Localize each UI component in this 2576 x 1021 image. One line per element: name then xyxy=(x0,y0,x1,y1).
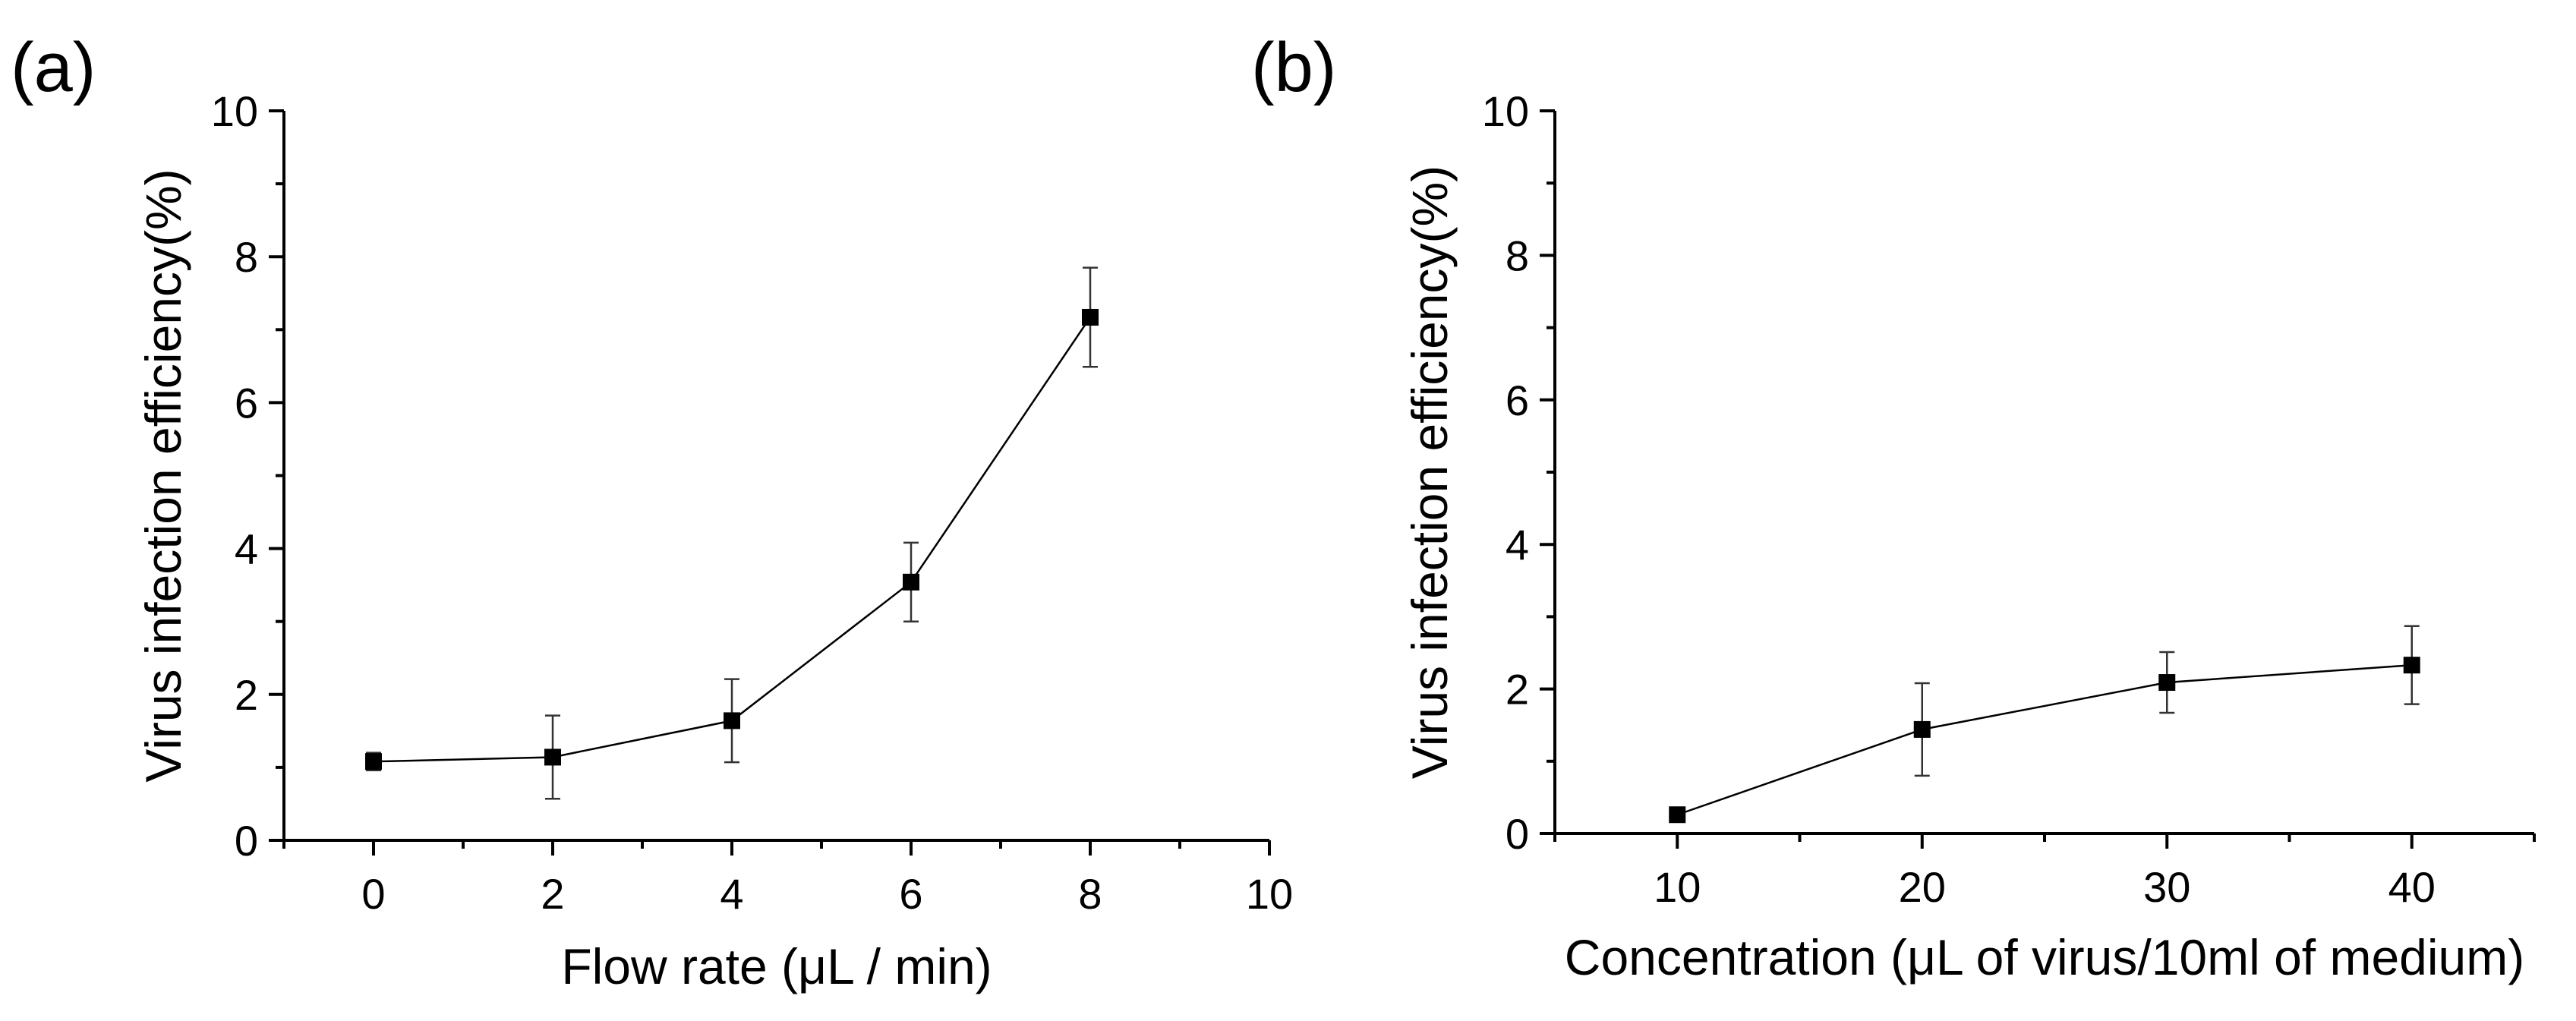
data-point-marker xyxy=(2403,657,2420,674)
data-point-marker xyxy=(1082,308,1099,326)
data-point-marker xyxy=(724,712,740,730)
data-point-marker xyxy=(2158,674,2176,692)
series-line xyxy=(1676,663,2412,816)
y-tick-label: 4 xyxy=(235,525,258,573)
y-tick-label: 4 xyxy=(1506,521,1529,569)
x-axis-title: Flow rate (μL / min) xyxy=(561,938,992,994)
panel-b-label: (b) xyxy=(1251,29,1336,106)
x-tick-label: 8 xyxy=(1078,870,1102,918)
x-tick-label: 30 xyxy=(2143,863,2190,911)
y-axis-title: Virus infection efficiency(%) xyxy=(1402,165,1458,779)
y-tick-label: 6 xyxy=(235,379,258,427)
data-point-marker xyxy=(1669,806,1686,824)
y-tick-label: 8 xyxy=(1506,232,1529,279)
x-tick-label: 2 xyxy=(541,870,564,918)
data-point-marker xyxy=(1913,720,1931,738)
x-tick-label: 6 xyxy=(899,870,922,918)
data-point-marker xyxy=(903,573,919,591)
panel-b: (b) 0 2 4 6 8 10 10 20 30 40 Concentration (μL of … xyxy=(1251,29,2536,985)
y-tick-label: 0 xyxy=(1506,810,1529,858)
y-axis-title: Virus infection efficiency(%) xyxy=(135,169,191,782)
x-tick-label: 10 xyxy=(1654,863,1701,911)
panel-a-label: (a) xyxy=(11,29,96,106)
data-point-marker xyxy=(544,748,561,766)
y-tick-label: 2 xyxy=(235,671,258,719)
x-axis-title: Concentration (μL of virus/10ml of mediu… xyxy=(1565,929,2524,985)
data-point-marker xyxy=(365,753,382,770)
y-tick-label: 10 xyxy=(211,87,258,135)
x-tick-label: 10 xyxy=(1246,870,1293,918)
panel-a: (a) 0 2 4 6 8 10 0 2 4 6 8 10 Flow rate (μL / min) Vi… xyxy=(11,29,1293,994)
x-tick-label: 40 xyxy=(2388,863,2436,911)
y-tick-label: 2 xyxy=(1506,666,1529,714)
x-tick-label: 20 xyxy=(1899,863,1946,911)
y-tick-label: 0 xyxy=(235,817,258,865)
y-tick-label: 10 xyxy=(1482,87,1529,135)
y-tick-label: 8 xyxy=(235,233,258,281)
x-tick-label: 4 xyxy=(720,870,743,918)
y-tick-label: 6 xyxy=(1506,377,1529,424)
x-tick-label: 0 xyxy=(361,870,385,918)
